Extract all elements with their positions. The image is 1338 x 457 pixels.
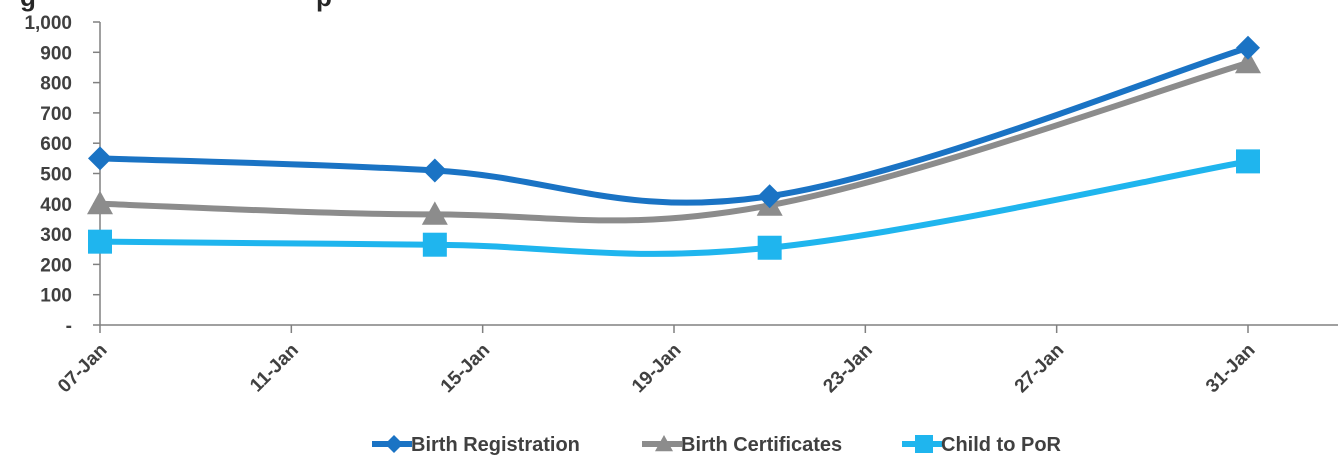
series-line <box>97 59 1251 224</box>
y-tick-label: 600 <box>40 134 72 155</box>
y-tick-label: 100 <box>40 286 72 307</box>
legend-item: Child to PoR <box>902 434 1062 456</box>
x-tick-label: 07-Jan <box>54 340 111 397</box>
series-birth-certificates <box>87 49 1261 225</box>
y-tick-label: 500 <box>40 165 72 186</box>
legend-marker <box>385 435 403 453</box>
legend-marker <box>655 435 673 452</box>
data-point <box>1236 35 1260 60</box>
y-tick-label: 700 <box>40 104 72 125</box>
svg-text:p: p <box>316 0 332 12</box>
y-tick-label: 300 <box>40 225 72 246</box>
data-point <box>757 235 782 260</box>
data-point <box>88 146 112 171</box>
x-tick-label: 31-Jan <box>1202 340 1259 397</box>
y-axis: - 100 200 300 400 500 600 700 800 900 1,000 <box>24 13 101 337</box>
y-tick-label: 1,000 <box>24 13 72 34</box>
data-point <box>88 229 112 254</box>
series-line <box>97 158 1251 257</box>
x-axis: 07-Jan 11-Jan 15-Jan 19-Jan 23-Jan 27-Jan 31-J… <box>54 324 1338 397</box>
x-tick-label: 15-Jan <box>437 340 494 397</box>
data-point <box>757 184 782 209</box>
legend-label: Birth Registration <box>411 434 580 456</box>
series-line <box>97 44 1251 206</box>
legend-label: Child to PoR <box>941 434 1062 456</box>
svg-text:g: g <box>20 0 36 12</box>
legend: Birth Registration Birth Certificates Chil… <box>372 434 1062 456</box>
data-point <box>422 158 447 183</box>
series-layer <box>87 35 1261 260</box>
series-child-to-por <box>88 149 1260 260</box>
data-point <box>421 201 448 225</box>
x-tick-label: 19-Jan <box>628 340 685 397</box>
legend-item: Birth Registration <box>372 434 580 456</box>
legend-marker <box>915 435 933 453</box>
data-point <box>1235 49 1261 74</box>
title-fragment: g p <box>20 0 332 12</box>
y-tick-label: 400 <box>40 195 72 216</box>
data-point <box>87 190 113 215</box>
y-tick-label: 200 <box>40 255 72 276</box>
legend-label: Birth Certificates <box>681 434 842 456</box>
y-tick-label: 800 <box>40 74 72 95</box>
series-birth-registration <box>88 35 1260 209</box>
y-tick-label: 900 <box>40 43 72 64</box>
y-tick-label: - <box>66 316 72 337</box>
x-tick-label: 11-Jan <box>246 340 303 397</box>
data-point <box>422 232 447 257</box>
x-tick-label: 27-Jan <box>1011 340 1068 397</box>
data-point <box>1236 149 1260 174</box>
legend-item: Birth Certificates <box>642 434 842 456</box>
x-tick-label: 23-Jan <box>819 340 876 397</box>
